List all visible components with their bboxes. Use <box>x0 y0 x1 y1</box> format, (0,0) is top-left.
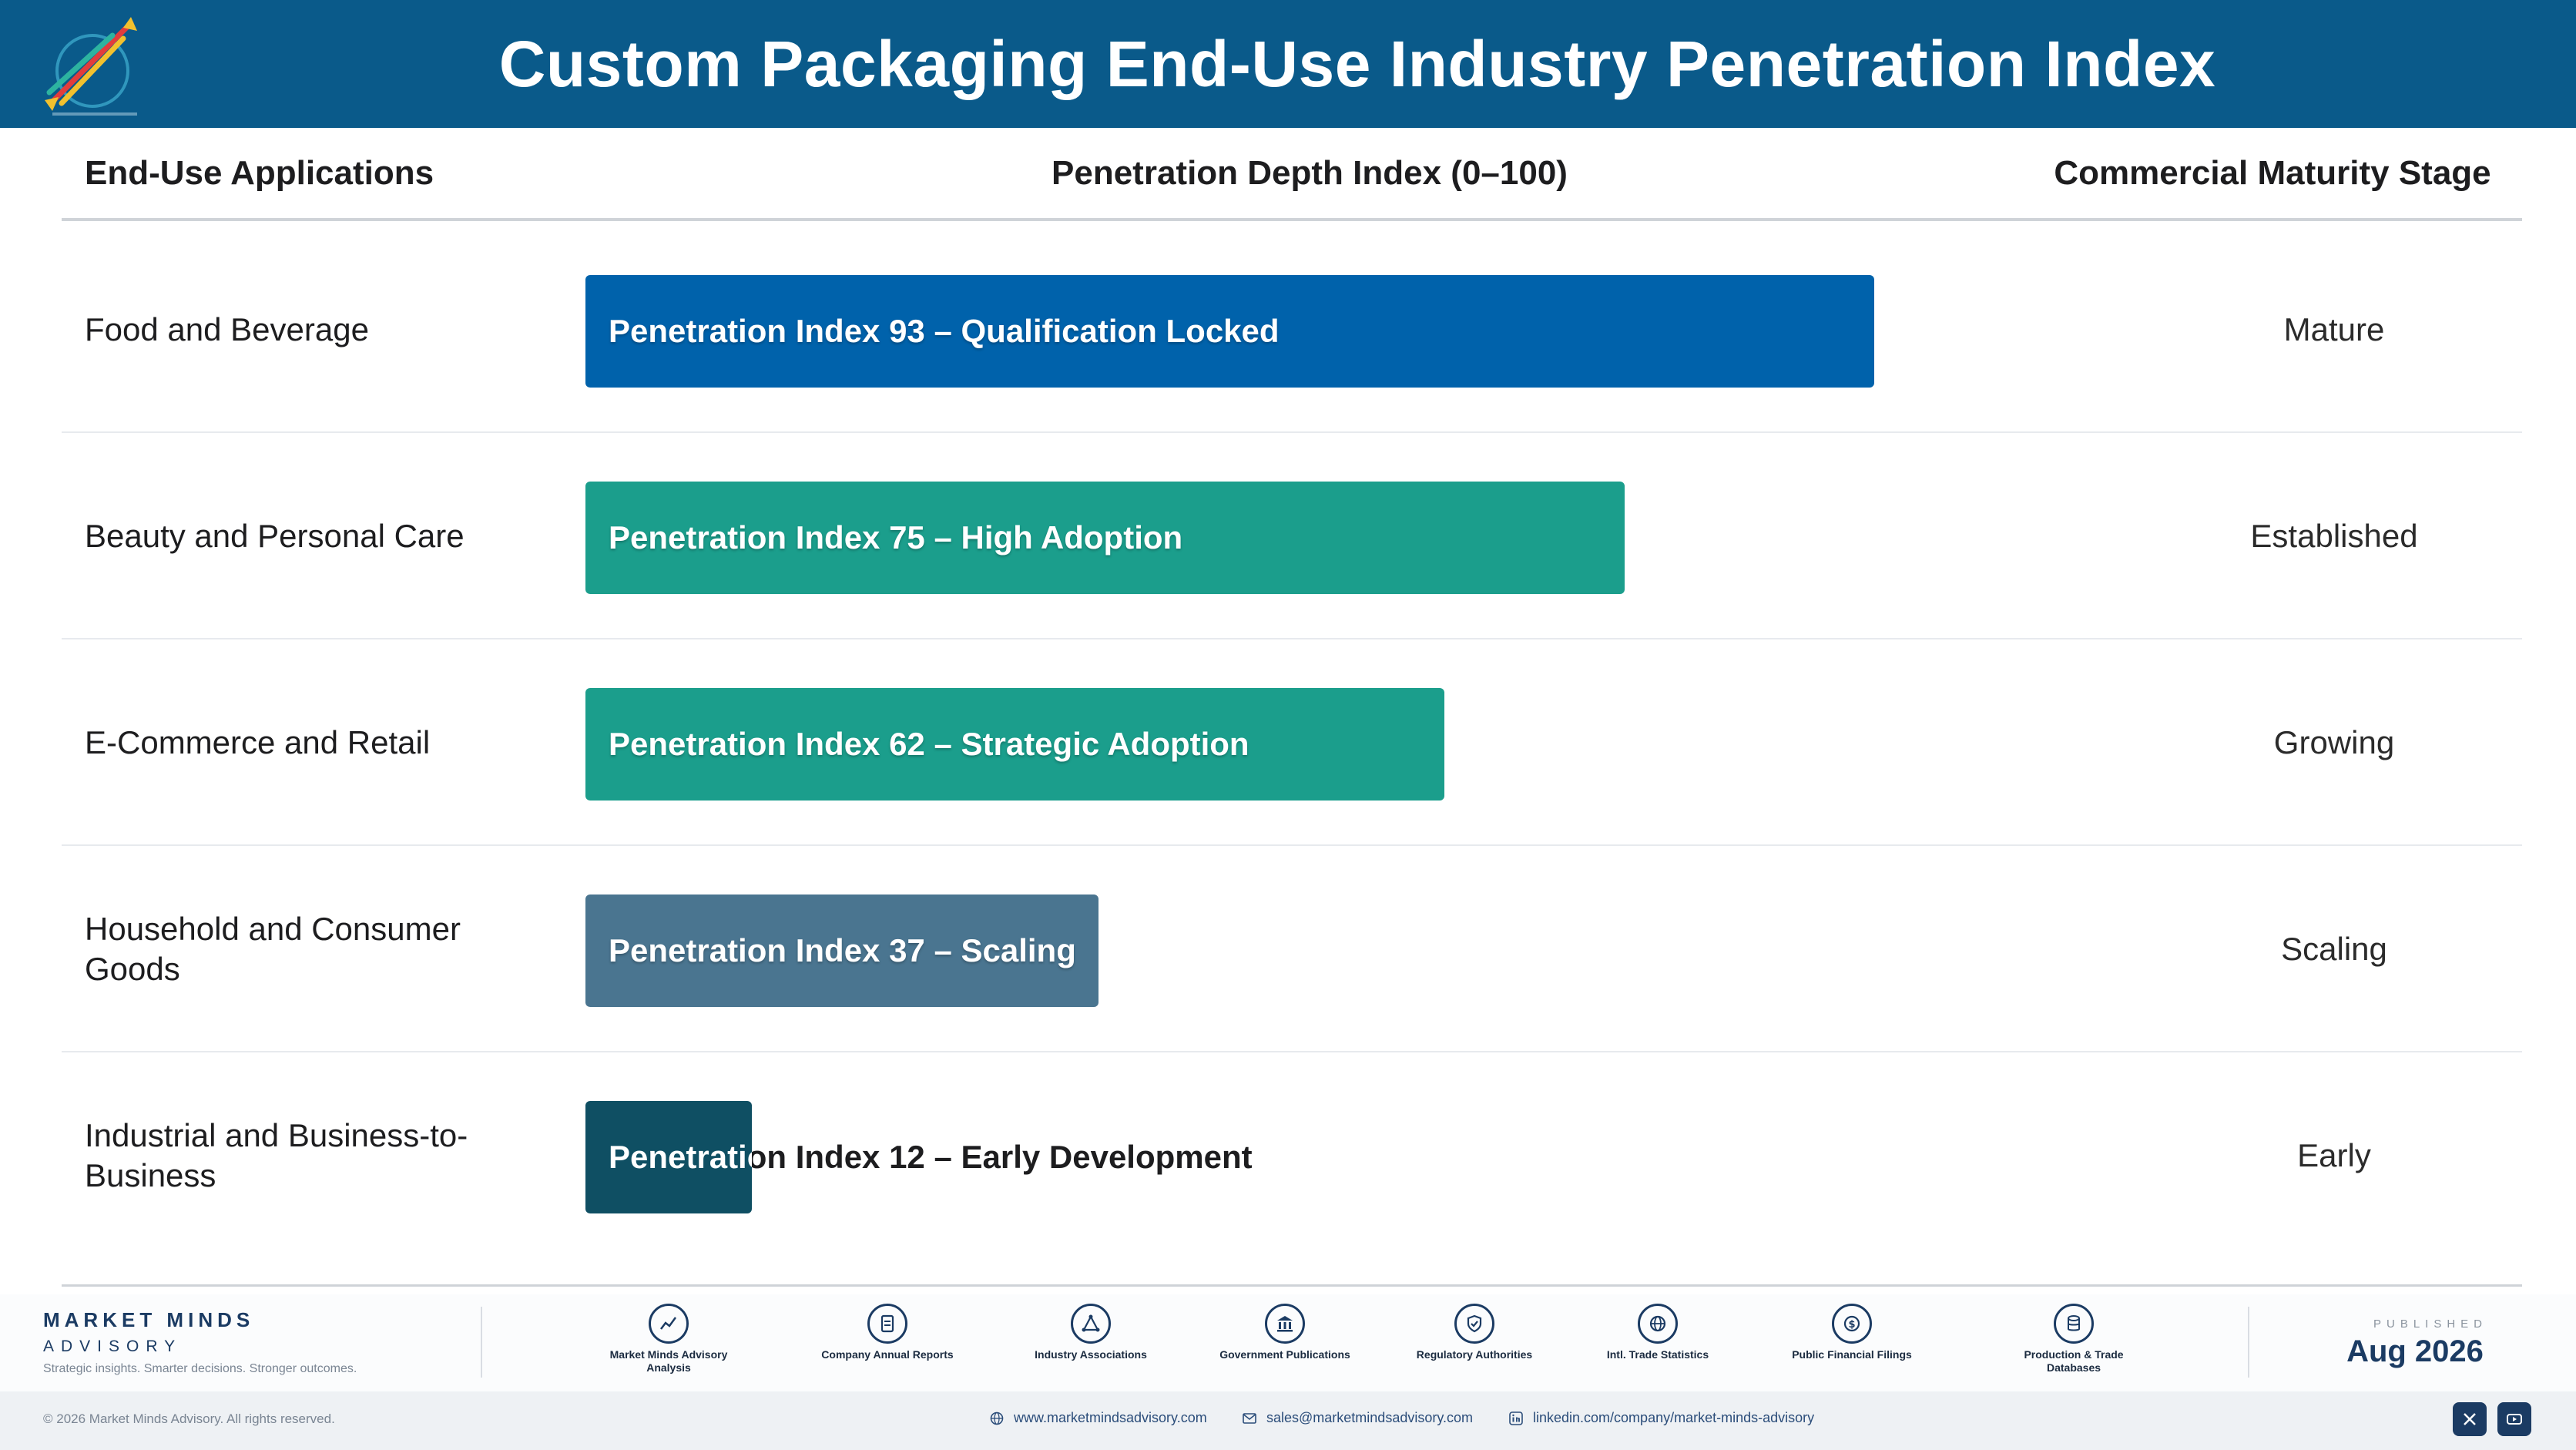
source-trade-databases: Production & Trade Databases <box>1997 1304 2151 1374</box>
source-label: Industry Associations <box>1035 1348 1147 1361</box>
brand-tagline: Strategic insights. Smarter decisions. S… <box>43 1362 357 1375</box>
source-label: Regulatory Authorities <box>1416 1348 1533 1361</box>
source-label: Intl. Trade Statistics <box>1606 1348 1709 1361</box>
arrows-logo-icon <box>39 8 154 122</box>
website-link[interactable]: www.marketmindsadvisory.com <box>989 1410 1207 1426</box>
email-text: sales@marketmindsadvisory.com <box>1266 1410 1474 1425</box>
category-label: Food and Beverage <box>85 311 369 347</box>
bar <box>585 275 1874 388</box>
maturity-stage: Established <box>2250 518 2418 554</box>
source-government-publications: Government Publications <box>1208 1304 1362 1361</box>
chart-row: Food and Beverage Penetration Index 93 – … <box>62 227 2522 433</box>
document-icon <box>867 1304 907 1344</box>
shield-check-icon <box>1454 1304 1494 1344</box>
linkedin-icon <box>1508 1411 1524 1426</box>
chart-line-icon <box>649 1304 689 1344</box>
youtube-social-icon[interactable] <box>2497 1402 2531 1436</box>
footer-bottom: © 2026 Market Minds Advisory. All rights… <box>0 1391 2576 1450</box>
linkedin-text: linkedin.com/company/market-minds-adviso… <box>1533 1410 1815 1425</box>
source-trade-statistics: Intl. Trade Statistics <box>1581 1304 1735 1361</box>
source-annual-reports: Company Annual Reports <box>810 1304 964 1361</box>
bar <box>585 688 1444 801</box>
maturity-stage: Scaling <box>2281 931 2387 967</box>
database-icon <box>2054 1304 2094 1344</box>
email-link[interactable]: sales@marketmindsadvisory.com <box>1242 1410 1473 1426</box>
linkedin-link[interactable]: linkedin.com/company/market-minds-adviso… <box>1508 1410 1814 1426</box>
footer-top: MARKET MINDS ADVISORY Strategic insights… <box>0 1294 2576 1391</box>
column-header-stage: Commercial Maturity Stage <box>2054 154 2491 192</box>
source-industry-associations: Industry Associations <box>1014 1304 1168 1361</box>
column-header-applications: End-Use Applications <box>85 154 434 192</box>
brand-name: MARKET MINDS <box>43 1308 255 1331</box>
row-divider <box>62 638 2522 639</box>
bar-label: Penetration Index 37 – Scaling <box>609 932 1076 968</box>
row-divider <box>62 1051 2522 1052</box>
copyright: © 2026 Market Minds Advisory. All rights… <box>43 1411 335 1426</box>
maturity-stage: Early <box>2297 1137 2371 1173</box>
bar-label: Penetration Index 93 – Qualification Loc… <box>609 313 1280 349</box>
brand-sub: ADVISORY <box>43 1338 183 1355</box>
maturity-stage: Mature <box>2283 311 2385 347</box>
source-label: Market Minds Advisory Analysis <box>609 1348 728 1374</box>
bar-label: Penetration Index 12 – Early Development <box>609 1101 1253 1213</box>
row-divider <box>62 844 2522 846</box>
footer: MARKET MINDS ADVISORY Strategic insights… <box>0 1294 2576 1450</box>
chart-row: Household and Consumer Goods Penetration … <box>62 846 2522 1052</box>
source-label: Company Annual Reports <box>821 1348 954 1361</box>
row-divider <box>62 431 2522 433</box>
svg-text:$: $ <box>1848 1319 1855 1331</box>
source-regulatory-authorities: Regulatory Authorities <box>1397 1304 1551 1361</box>
published-date: Aug 2026 <box>2346 1334 2484 1368</box>
published-label: PUBLISHED <box>2373 1317 2488 1331</box>
x-social-icon[interactable] <box>2453 1402 2487 1436</box>
bar <box>585 482 1625 594</box>
source-market-minds: Market Minds Advisory Analysis <box>592 1304 746 1374</box>
chart-row: Beauty and Personal Care Penetration Inde… <box>62 433 2522 639</box>
mail-icon <box>1242 1411 1257 1426</box>
source-label: Public Financial Filings <box>1792 1348 1912 1361</box>
network-icon <box>1071 1304 1111 1344</box>
category-label: Beauty and Personal Care <box>85 518 465 554</box>
column-header-index: Penetration Depth Index (0–100) <box>1052 154 1568 192</box>
website-text: www.marketmindsadvisory.com <box>1014 1410 1207 1425</box>
source-financial-filings: $ Public Financial Filings <box>1775 1304 1929 1361</box>
category-label: Industrial and Business-to-Business <box>85 1117 468 1193</box>
globe-icon <box>1638 1304 1678 1344</box>
chart-row: Industrial and Business-to-Business Penet… <box>62 1052 2522 1259</box>
globe-icon <box>989 1411 1005 1426</box>
category-label: E-Commerce and Retail <box>85 724 431 760</box>
bar-label: Penetration Index 62 – Strategic Adoptio… <box>609 726 1249 762</box>
bar-label: Penetration Index 75 – High Adoption <box>609 519 1183 555</box>
footer-divider-left <box>481 1307 482 1378</box>
header-banner: Custom Packaging End-Use Industry Penetr… <box>0 0 2576 128</box>
bar <box>585 1101 752 1213</box>
chart-bottom-divider <box>62 1284 2522 1287</box>
header-divider <box>62 218 2522 221</box>
dollar-coin-icon: $ <box>1832 1304 1872 1344</box>
bar <box>585 895 1098 1007</box>
maturity-stage: Growing <box>2273 724 2395 760</box>
source-label: Production & Trade Databases <box>2024 1348 2124 1374</box>
category-label: Household and Consumer Goods <box>85 911 461 987</box>
government-building-icon <box>1265 1304 1305 1344</box>
source-label: Government Publications <box>1219 1348 1350 1361</box>
page-title: Custom Packaging End-Use Industry Penetr… <box>498 27 2216 100</box>
chart-row: E-Commerce and Retail Penetration Index 6… <box>62 639 2522 846</box>
footer-divider-right <box>2248 1307 2249 1378</box>
